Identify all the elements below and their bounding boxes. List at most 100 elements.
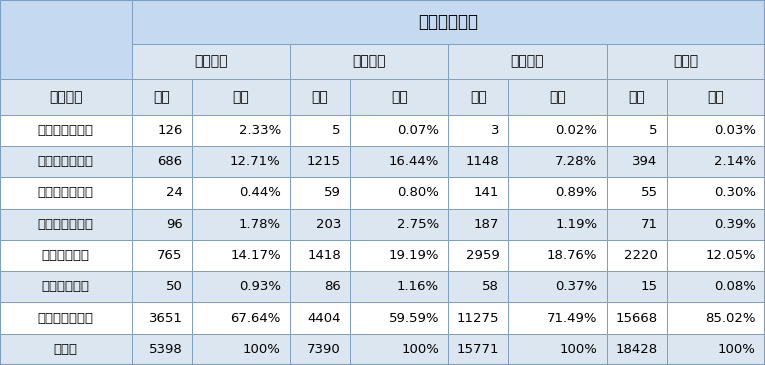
Bar — [667, 146, 765, 177]
Bar — [448, 240, 509, 271]
Bar — [448, 44, 607, 79]
Bar — [350, 209, 448, 240]
Bar — [667, 177, 765, 209]
Text: 生理或醫療狀況: 生理或醫療狀況 — [37, 218, 94, 231]
Text: 無危機: 無危機 — [673, 55, 698, 69]
Text: 15668: 15668 — [616, 312, 658, 324]
Bar — [667, 115, 765, 146]
Text: 15771: 15771 — [457, 343, 500, 356]
Text: 0.89%: 0.89% — [555, 187, 597, 200]
Text: 16.44%: 16.44% — [389, 155, 439, 168]
Bar — [192, 240, 290, 271]
Text: 2.75%: 2.75% — [397, 218, 439, 231]
Text: 71: 71 — [640, 218, 658, 231]
Bar — [290, 271, 350, 303]
Bar — [0, 240, 132, 271]
Text: 2.14%: 2.14% — [714, 155, 756, 168]
Bar — [290, 240, 350, 271]
Bar — [290, 44, 448, 79]
Text: 2959: 2959 — [466, 249, 500, 262]
Text: 無助感或無望感: 無助感或無望感 — [37, 187, 94, 200]
Text: 12.71%: 12.71% — [230, 155, 281, 168]
Bar — [448, 146, 509, 177]
Text: 86: 86 — [324, 280, 341, 293]
Bar — [192, 271, 290, 303]
Text: 5: 5 — [649, 124, 658, 137]
Bar — [509, 146, 607, 177]
Text: 100%: 100% — [718, 343, 756, 356]
Text: 2220: 2220 — [623, 249, 658, 262]
Text: 語意標註: 語意標註 — [49, 90, 83, 104]
Text: 0.37%: 0.37% — [555, 280, 597, 293]
Text: 5: 5 — [333, 124, 341, 137]
Bar — [448, 334, 509, 365]
Text: 24: 24 — [166, 187, 183, 200]
Text: 0.80%: 0.80% — [397, 187, 439, 200]
Text: 中性或其他文字: 中性或其他文字 — [37, 312, 94, 324]
Text: 0.08%: 0.08% — [714, 280, 756, 293]
Bar — [509, 177, 607, 209]
Text: 低度危機: 低度危機 — [511, 55, 544, 69]
Text: 比例: 比例 — [391, 90, 408, 104]
Bar — [290, 334, 350, 365]
Bar — [350, 177, 448, 209]
Bar — [350, 303, 448, 334]
Bar — [290, 177, 350, 209]
Bar — [350, 79, 448, 115]
Bar — [290, 146, 350, 177]
Text: 4404: 4404 — [308, 312, 341, 324]
Bar — [509, 303, 607, 334]
Bar — [667, 79, 765, 115]
Text: 15: 15 — [640, 280, 658, 293]
Bar — [290, 79, 350, 115]
Bar — [132, 0, 765, 44]
Text: 3651: 3651 — [148, 312, 183, 324]
Text: 文章危機程度: 文章危機程度 — [418, 13, 478, 31]
Bar — [448, 271, 509, 303]
Bar — [448, 115, 509, 146]
Bar — [607, 240, 667, 271]
Text: 0.07%: 0.07% — [397, 124, 439, 137]
Bar — [667, 271, 765, 303]
Bar — [132, 44, 290, 79]
Text: 自殺或自傷行為: 自殺或自傷行為 — [37, 124, 94, 137]
Bar — [192, 146, 290, 177]
Text: 0.30%: 0.30% — [714, 187, 756, 200]
Bar — [290, 115, 350, 146]
Text: 句數: 句數 — [470, 90, 487, 104]
Text: 0.02%: 0.02% — [555, 124, 597, 137]
Bar — [132, 240, 192, 271]
Bar — [607, 334, 667, 365]
Text: 18428: 18428 — [616, 343, 658, 356]
Text: 187: 187 — [474, 218, 500, 231]
Text: 100%: 100% — [401, 343, 439, 356]
Bar — [0, 209, 132, 240]
Text: 憂鬱與自殺意念: 憂鬱與自殺意念 — [37, 155, 94, 168]
Bar — [607, 79, 667, 115]
Bar — [0, 146, 132, 177]
Text: 85.02%: 85.02% — [705, 312, 756, 324]
Text: 1418: 1418 — [308, 249, 341, 262]
Text: 7390: 7390 — [308, 343, 341, 356]
Text: 7.28%: 7.28% — [555, 155, 597, 168]
Bar — [0, 115, 132, 146]
Bar — [132, 177, 192, 209]
Text: 67.64%: 67.64% — [230, 312, 281, 324]
Text: 0.44%: 0.44% — [239, 187, 281, 200]
Bar — [448, 209, 509, 240]
Bar — [667, 334, 765, 365]
Text: 50: 50 — [166, 280, 183, 293]
Bar — [192, 303, 290, 334]
Bar — [607, 177, 667, 209]
Text: 正向積極文字: 正向積極文字 — [42, 280, 90, 293]
Text: 高度危機: 高度危機 — [194, 55, 227, 69]
Text: 3: 3 — [491, 124, 500, 137]
Bar — [132, 209, 192, 240]
Bar — [192, 177, 290, 209]
Text: 0.93%: 0.93% — [239, 280, 281, 293]
Text: 59: 59 — [324, 187, 341, 200]
Bar — [0, 303, 132, 334]
Text: 比例: 比例 — [708, 90, 724, 104]
Text: 其他負向文字: 其他負向文字 — [42, 249, 90, 262]
Text: 12.05%: 12.05% — [705, 249, 756, 262]
